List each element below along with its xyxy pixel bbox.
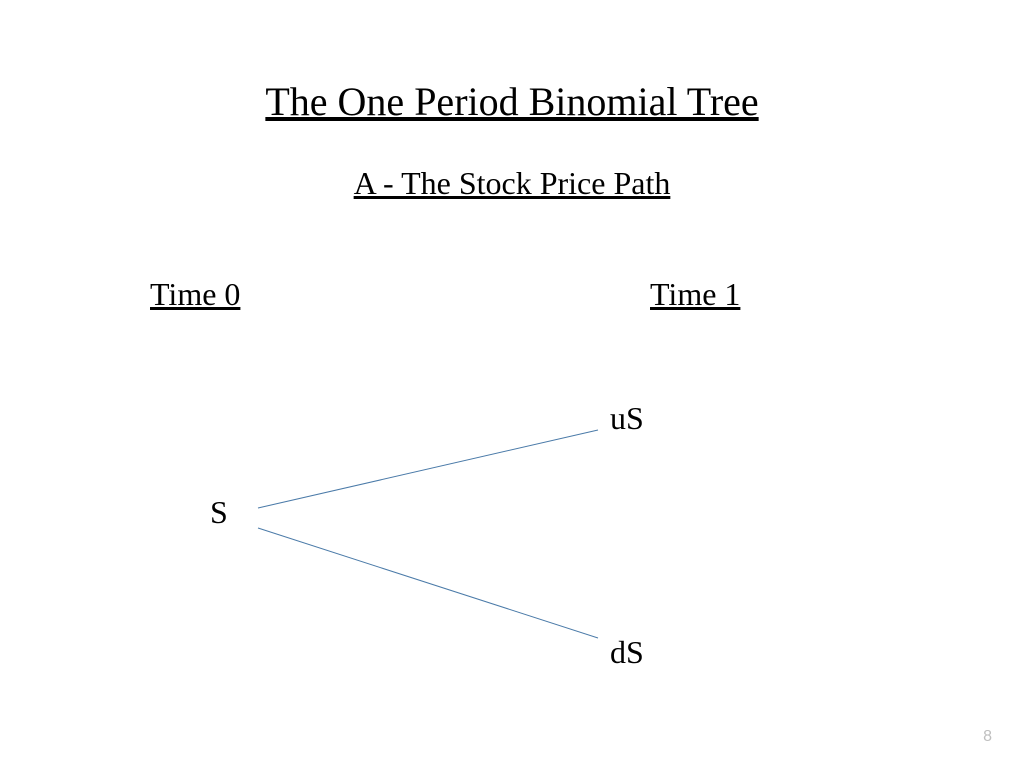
binomial-tree-diagram [0, 0, 1024, 768]
node-up-label: uS [610, 400, 644, 437]
page-number: 8 [983, 728, 992, 746]
edge-up [258, 430, 598, 508]
node-root-label: S [210, 494, 228, 531]
node-down-label: dS [610, 634, 644, 671]
edge-down [258, 528, 598, 638]
